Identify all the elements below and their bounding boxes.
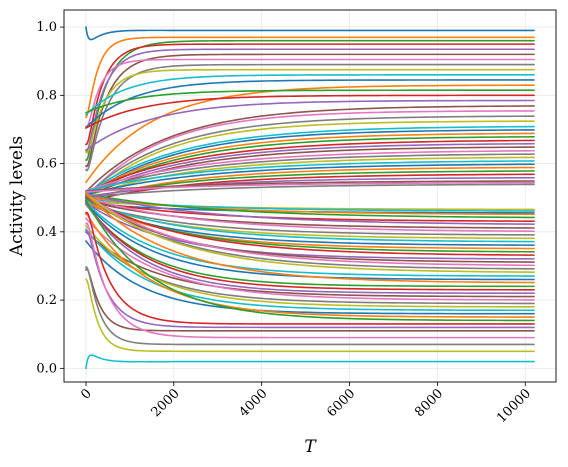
series-line-64 xyxy=(85,202,535,291)
plot-area xyxy=(63,9,557,383)
series-line-58 xyxy=(85,194,535,270)
y-tick-label: 0.6 xyxy=(36,157,57,172)
x-axis-label: T xyxy=(304,437,317,457)
y-tick-label: 0.2 xyxy=(36,293,57,308)
series-line-30 xyxy=(85,160,535,192)
series-line-44 xyxy=(85,199,535,222)
x-tick-label: 2000 xyxy=(149,386,183,420)
series-line-78 xyxy=(85,266,535,346)
series-line-10 xyxy=(85,74,535,116)
y-tick-label: 1.0 xyxy=(36,20,57,35)
series-line-16 xyxy=(85,105,535,193)
series-line-46 xyxy=(85,199,535,229)
series-line-14 xyxy=(85,94,535,129)
series-line-2 xyxy=(85,36,535,119)
series-line-40 xyxy=(85,198,535,212)
x-tick-label: 8000 xyxy=(412,386,446,420)
series-line-67 xyxy=(85,217,535,301)
series-line-65 xyxy=(85,202,535,295)
series-line-8 xyxy=(85,63,535,172)
series-line-70 xyxy=(85,228,535,312)
series-line-61 xyxy=(85,202,535,281)
y-axis: 0.0 0.2 0.4 0.6 0.8 1.0 xyxy=(36,20,64,376)
series-line-15 xyxy=(85,99,535,151)
x-tick-label: 0 xyxy=(78,386,94,402)
grid xyxy=(64,10,556,382)
series-line-47 xyxy=(85,196,535,233)
series-line-36 xyxy=(85,180,535,192)
series-line-31 xyxy=(85,163,535,196)
y-tick-label: 0.0 xyxy=(36,361,57,376)
series-line-62 xyxy=(85,192,535,284)
series-line-74 xyxy=(85,211,535,325)
x-tick-label: 6000 xyxy=(324,386,358,420)
series-line-77 xyxy=(85,222,535,339)
series-line-43 xyxy=(85,193,535,219)
series-line-20 xyxy=(85,125,535,195)
series-line-18 xyxy=(85,115,535,197)
x-axis: 0 2000 4000 6000 8000 10000 xyxy=(78,382,534,426)
x-tick-label: 4000 xyxy=(236,386,270,420)
series-line-27 xyxy=(85,149,535,192)
series-line-69 xyxy=(85,224,535,308)
x-tick-label: 10000 xyxy=(494,386,534,426)
series-line-73 xyxy=(85,199,535,322)
series-line-38 xyxy=(85,183,535,199)
series-line-57 xyxy=(85,193,535,267)
series-line-79 xyxy=(85,278,535,353)
series-line-13 xyxy=(85,89,535,114)
series-line-76 xyxy=(85,268,535,332)
series-line-11 xyxy=(85,79,535,129)
series-line-45 xyxy=(85,192,535,225)
series-line-37 xyxy=(85,181,535,193)
series-line-7 xyxy=(85,58,535,128)
series-line-1 xyxy=(85,26,535,41)
y-axis-label: Activity levels xyxy=(7,136,27,257)
series-line-59 xyxy=(85,192,535,273)
series-line-5 xyxy=(85,48,535,153)
series-line-80 xyxy=(85,354,535,370)
y-tick-label: 0.8 xyxy=(36,88,57,103)
series-lines xyxy=(85,26,535,370)
series-line-9 xyxy=(85,68,535,154)
series-line-68 xyxy=(85,230,535,305)
y-tick-label: 0.4 xyxy=(36,225,57,240)
series-line-71 xyxy=(85,240,535,315)
